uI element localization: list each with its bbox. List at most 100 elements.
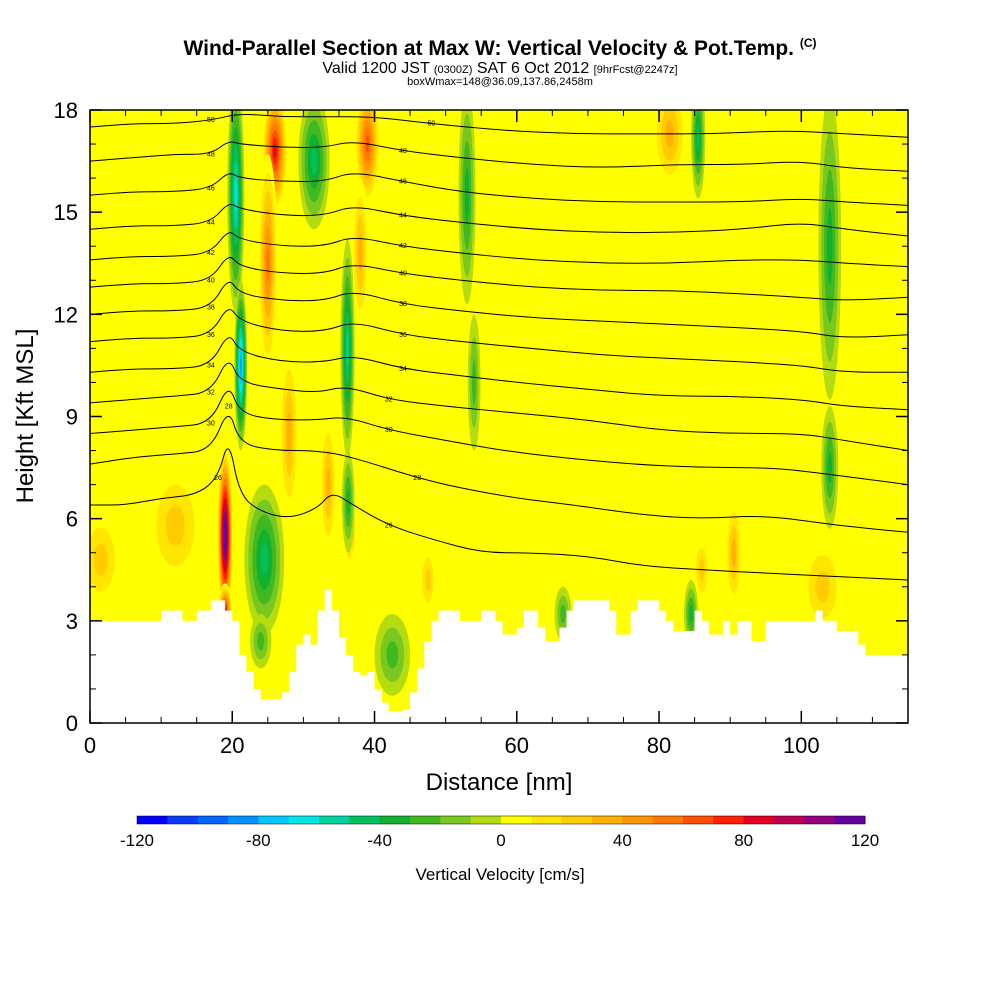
updraft-core-band: [815, 570, 830, 603]
isentrope-line: [90, 257, 908, 301]
isentrope-line: [90, 362, 908, 452]
isentrope-line: [90, 309, 908, 373]
downdraft-core: [554, 586, 572, 642]
isentrope-label: 44: [399, 213, 407, 220]
downdraft-core-band: [471, 359, 477, 406]
updraft-core-band: [93, 543, 108, 576]
colorbar-swatch: [531, 816, 563, 824]
isentrope-label: 34: [207, 362, 215, 369]
colorbar-swatch: [410, 816, 441, 824]
isentrope-line: [90, 448, 908, 581]
isentrope-label: 50: [207, 117, 215, 124]
downdraft-core-band: [310, 147, 318, 175]
isentrope-label: 42: [399, 243, 407, 250]
downdraft-core-band: [346, 330, 349, 367]
downdraft-core-band: [240, 355, 242, 375]
isentrope-line: [90, 390, 908, 486]
subtitle-utc: (0300Z): [433, 64, 473, 76]
terrain-profile: [90, 590, 908, 723]
isentrope-label: 32: [385, 396, 393, 403]
isentrope-contours: 26 26 28 28 30 30 32 32 34 34 36 36 38 38 40 40 42 42 44 44…: [90, 114, 908, 581]
y-tick-label: 9: [66, 405, 78, 430]
colorbar-swatch: [137, 816, 168, 824]
isentrope-label: 36: [207, 332, 215, 339]
downdraft-core-band: [560, 604, 566, 624]
downdraft-core: [340, 239, 355, 458]
isentrope-label: 46: [399, 179, 407, 186]
updraft-core: [90, 511, 123, 608]
colorbar-frame: [136, 815, 866, 825]
isentrope-line: [90, 415, 908, 533]
colorbar-swatch: [743, 816, 775, 824]
y-tick-label: 15: [54, 200, 78, 225]
isentrope-label: 48: [207, 151, 215, 158]
colorbar-swatch: [470, 816, 502, 824]
copyright-mark: (C): [799, 36, 817, 50]
updraft-core: [351, 178, 369, 328]
y-tick-label: 0: [66, 711, 78, 736]
colorbar-title: Vertical Velocity [cm/s]: [415, 865, 584, 884]
subtitle-valid-time: Valid 1200 JST: [322, 60, 430, 77]
x-axis-title: Distance [nm]: [426, 769, 573, 796]
downdraft-core-band: [689, 605, 693, 623]
downdraft-core: [467, 314, 481, 451]
colorbar: -120 -80 -40 0 40 80 120: [120, 815, 879, 850]
isentrope-label: 26: [385, 522, 393, 529]
y-tick-label: 18: [54, 98, 78, 123]
downdraft-core-band: [827, 452, 832, 483]
colorbar-swatch: [258, 816, 290, 824]
isentrope-label: 28: [225, 403, 233, 410]
colorbar-tick-label: 40: [613, 831, 632, 850]
isentrope-label: 42: [207, 250, 215, 257]
terrain-mask: [90, 590, 908, 723]
colorbar-swatch: [774, 816, 805, 824]
isentrope-label: 40: [207, 277, 215, 284]
downdraft-core: [250, 614, 272, 669]
colorbar-tick-label: -120: [120, 831, 154, 850]
colorbar-tick-label: -40: [367, 831, 392, 850]
colorbar-swatch: [379, 816, 411, 824]
colorbar-swatch: [652, 816, 684, 824]
colorbar-swatch: [683, 816, 714, 824]
isentrope-label: 44: [207, 219, 215, 226]
colorbar-tick-label: 0: [496, 831, 505, 850]
colorbar-swatch: [197, 816, 229, 824]
y-tick-label: 12: [54, 302, 78, 327]
downdraft-core: [227, 110, 245, 315]
colorbar-swatch: [622, 816, 654, 824]
isentrope-label: 30: [207, 420, 215, 427]
colorbar-swatch: [501, 816, 532, 824]
isentrope-line: [90, 114, 908, 138]
updraft-core-band: [358, 234, 363, 272]
isentrope-label: 46: [207, 185, 215, 192]
isentrope-label: 34: [399, 366, 407, 373]
downdraft-core-band: [257, 632, 265, 651]
isentrope-label: 50: [428, 121, 436, 128]
isentrope-label: 26: [214, 475, 222, 482]
chart-title-text: Wind-Parallel Section at Max W: Vertical…: [183, 37, 794, 60]
updraft-core: [257, 154, 278, 373]
updraft-core-band: [731, 539, 736, 567]
downdraft-core-band: [826, 207, 833, 285]
updraft-core: [419, 545, 437, 615]
updraft-core: [801, 539, 844, 635]
x-tick-label: 60: [505, 733, 529, 758]
chart-title: Wind-Parallel Section at Max W: Vertical…: [0, 36, 1000, 61]
updraft-core: [725, 498, 743, 608]
x-tick-label: 40: [362, 733, 386, 758]
downdraft-core-band: [464, 167, 470, 223]
isentrope-label: 28: [413, 475, 421, 482]
downdraft-core-band: [386, 641, 399, 669]
updraft-core-band: [286, 412, 292, 455]
isentrope-label: 40: [399, 270, 407, 277]
isentrope-label: 48: [399, 148, 407, 155]
isentrope-line: [90, 173, 908, 206]
isentrope-label: 32: [207, 390, 215, 397]
colorbar-tick-label: 80: [734, 831, 753, 850]
downdraft-core: [244, 484, 285, 635]
isentrope-label: 30: [385, 427, 393, 434]
colorbar-swatch: [167, 816, 199, 824]
downdraft-core: [374, 614, 411, 696]
